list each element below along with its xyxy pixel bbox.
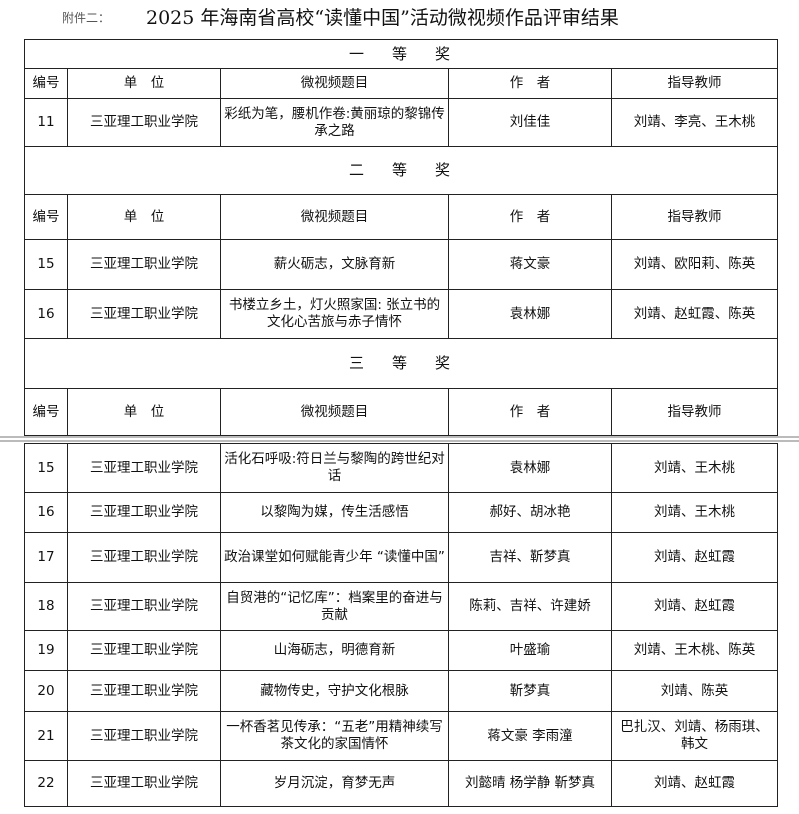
table-row: 15 三亚理工职业学院 活化石呼吸:符日兰与黎陶的跨世纪对话 袁林娜 刘靖、王木桃 bbox=[24, 443, 778, 493]
cell-number: 21 bbox=[24, 711, 68, 761]
cell-unit: 三亚理工职业学院 bbox=[67, 239, 221, 290]
column-header: 作 者 bbox=[448, 194, 612, 240]
table-row: 22 三亚理工职业学院 岁月沉淀，育梦无声 刘懿晴 杨学静 靳梦真 刘靖、赵虹霞 bbox=[24, 760, 778, 807]
cell-video-title: 自贸港的“记忆库”：档案里的奋进与贡献 bbox=[220, 582, 449, 631]
cell-author: 陈莉、吉祥、许建娇 bbox=[448, 582, 612, 631]
cell-video-title: 活化石呼吸:符日兰与黎陶的跨世纪对话 bbox=[220, 443, 449, 493]
cell-author: 吉祥、靳梦真 bbox=[448, 532, 612, 583]
cell-video-title: 政治课堂如何赋能青少年 “读懂中国” bbox=[220, 532, 449, 583]
column-header: 编号 bbox=[24, 194, 68, 240]
cell-unit: 三亚理工职业学院 bbox=[67, 289, 221, 339]
cell-advisor: 刘靖、李亮、王木桃 bbox=[611, 98, 778, 147]
document-title: 2025 年海南省高校“读懂中国”活动微视频作品评审结果 bbox=[146, 7, 619, 29]
cell-author: 叶盛瑜 bbox=[448, 630, 612, 671]
table-row: 20 三亚理工职业学院 藏物传史，守护文化根脉 靳梦真 刘靖、陈英 bbox=[24, 670, 778, 712]
page-break-line bbox=[0, 436, 799, 438]
column-header-row: 编号单 位微视频题目作 者指导教师 bbox=[24, 68, 778, 99]
cell-number: 15 bbox=[24, 443, 68, 493]
cell-author: 蒋文豪 李雨潼 bbox=[448, 711, 612, 761]
column-header: 作 者 bbox=[448, 68, 612, 99]
cell-number: 15 bbox=[24, 239, 68, 290]
cell-video-title: 山海砺志，明德育新 bbox=[220, 630, 449, 671]
table-row: 19 三亚理工职业学院 山海砺志，明德育新 叶盛瑜 刘靖、王木桃、陈英 bbox=[24, 630, 778, 671]
results-table-page-1: 一等奖 编号单 位微视频题目作 者指导教师 11 三亚理工职业学院 彩纸为笔，腰机作卷:… bbox=[24, 39, 778, 436]
cell-advisor: 刘靖、赵虹霞 bbox=[611, 582, 778, 631]
cell-number: 16 bbox=[24, 492, 68, 533]
table-row: 11 三亚理工职业学院 彩纸为笔，腰机作卷:黄丽琼的黎锦传承之路 刘佳佳 刘靖、李亮、王… bbox=[24, 98, 778, 147]
cell-unit: 三亚理工职业学院 bbox=[67, 760, 221, 807]
cell-author: 蒋文豪 bbox=[448, 239, 612, 290]
prize-row: 二等奖 bbox=[24, 146, 778, 195]
cell-advisor: 刘靖、赵虹霞 bbox=[611, 532, 778, 583]
cell-number: 20 bbox=[24, 670, 68, 712]
prize-row: 三等奖 bbox=[24, 338, 778, 389]
column-header: 单 位 bbox=[67, 388, 221, 436]
cell-advisor: 刘靖、欧阳莉、陈英 bbox=[611, 239, 778, 290]
cell-unit: 三亚理工职业学院 bbox=[67, 582, 221, 631]
table-row: 21 三亚理工职业学院 一杯香茗见传承：“五老”用精神续写茶文化的家国情怀 蒋文豪 李… bbox=[24, 711, 778, 761]
column-header: 指导教师 bbox=[611, 388, 778, 436]
column-header: 指导教师 bbox=[611, 194, 778, 240]
cell-video-title: 彩纸为笔，腰机作卷:黄丽琼的黎锦传承之路 bbox=[220, 98, 449, 147]
column-header-row: 编号单 位微视频题目作 者指导教师 bbox=[24, 388, 778, 436]
cell-video-title: 岁月沉淀，育梦无声 bbox=[220, 760, 449, 807]
column-header: 微视频题目 bbox=[220, 68, 449, 99]
cell-unit: 三亚理工职业学院 bbox=[67, 98, 221, 147]
column-header: 编号 bbox=[24, 68, 68, 99]
cell-unit: 三亚理工职业学院 bbox=[67, 532, 221, 583]
cell-video-title: 一杯香茗见传承：“五老”用精神续写茶文化的家国情怀 bbox=[220, 711, 449, 761]
cell-number: 19 bbox=[24, 630, 68, 671]
table-row: 15 三亚理工职业学院 薪火砺志，文脉育新 蒋文豪 刘靖、欧阳莉、陈英 bbox=[24, 239, 778, 290]
column-header: 单 位 bbox=[67, 194, 221, 240]
prize-heading: 一等奖 bbox=[24, 39, 778, 69]
cell-advisor: 刘靖、赵虹霞 bbox=[611, 760, 778, 807]
cell-author: 靳梦真 bbox=[448, 670, 612, 712]
cell-author: 郝好、胡冰艳 bbox=[448, 492, 612, 533]
cell-number: 22 bbox=[24, 760, 68, 807]
page-break-line bbox=[0, 440, 799, 442]
column-header: 单 位 bbox=[67, 68, 221, 99]
cell-video-title: 藏物传史，守护文化根脉 bbox=[220, 670, 449, 712]
cell-unit: 三亚理工职业学院 bbox=[67, 711, 221, 761]
cell-video-title: 薪火砺志，文脉育新 bbox=[220, 239, 449, 290]
cell-advisor: 刘靖、赵虹霞、陈英 bbox=[611, 289, 778, 339]
cell-number: 16 bbox=[24, 289, 68, 339]
cell-unit: 三亚理工职业学院 bbox=[67, 670, 221, 712]
cell-author: 刘懿晴 杨学静 靳梦真 bbox=[448, 760, 612, 807]
cell-unit: 三亚理工职业学院 bbox=[67, 443, 221, 493]
cell-number: 18 bbox=[24, 582, 68, 631]
annex-label: 附件二： bbox=[62, 11, 111, 25]
table-row: 16 三亚理工职业学院 以黎陶为媒，传生活感悟 郝好、胡冰艳 刘靖、王木桃 bbox=[24, 492, 778, 533]
cell-advisor: 巴扎汉、刘靖、杨雨琪、韩文 bbox=[611, 711, 778, 761]
column-header-row: 编号单 位微视频题目作 者指导教师 bbox=[24, 194, 778, 240]
cell-unit: 三亚理工职业学院 bbox=[67, 630, 221, 671]
cell-advisor: 刘靖、王木桃 bbox=[611, 492, 778, 533]
column-header: 编号 bbox=[24, 388, 68, 436]
cell-number: 11 bbox=[24, 98, 68, 147]
column-header: 微视频题目 bbox=[220, 388, 449, 436]
cell-author: 刘佳佳 bbox=[448, 98, 612, 147]
table-row: 17 三亚理工职业学院 政治课堂如何赋能青少年 “读懂中国” 吉祥、靳梦真 刘靖、赵虹霞 bbox=[24, 532, 778, 583]
prize-heading: 三等奖 bbox=[24, 338, 778, 389]
results-table-page-2: 15 三亚理工职业学院 活化石呼吸:符日兰与黎陶的跨世纪对话 袁林娜 刘靖、王木桃 16 三… bbox=[24, 443, 778, 807]
cell-advisor: 刘靖、陈英 bbox=[611, 670, 778, 712]
column-header: 作 者 bbox=[448, 388, 612, 436]
cell-unit: 三亚理工职业学院 bbox=[67, 492, 221, 533]
column-header: 微视频题目 bbox=[220, 194, 449, 240]
cell-video-title: 书楼立乡土，灯火照家国: 张立书的文化心苦旅与赤子情怀 bbox=[220, 289, 449, 339]
column-header: 指导教师 bbox=[611, 68, 778, 99]
cell-number: 17 bbox=[24, 532, 68, 583]
cell-author: 袁林娜 bbox=[448, 443, 612, 493]
cell-advisor: 刘靖、王木桃、陈英 bbox=[611, 630, 778, 671]
prize-row: 一等奖 bbox=[24, 39, 778, 69]
cell-advisor: 刘靖、王木桃 bbox=[611, 443, 778, 493]
table-row: 18 三亚理工职业学院 自贸港的“记忆库”：档案里的奋进与贡献 陈莉、吉祥、许建娇 刘靖… bbox=[24, 582, 778, 631]
cell-video-title: 以黎陶为媒，传生活感悟 bbox=[220, 492, 449, 533]
table-row: 16 三亚理工职业学院 书楼立乡土，灯火照家国: 张立书的文化心苦旅与赤子情怀 袁林娜… bbox=[24, 289, 778, 339]
cell-author: 袁林娜 bbox=[448, 289, 612, 339]
prize-heading: 二等奖 bbox=[24, 146, 778, 195]
